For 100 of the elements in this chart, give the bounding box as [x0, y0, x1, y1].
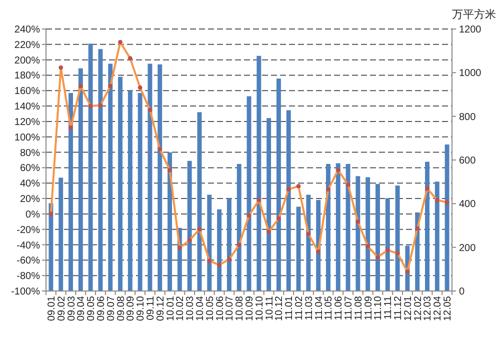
bar: [425, 162, 430, 291]
x-tick-label: 10.08: [234, 296, 246, 322]
x-tick-label: 09.10: [136, 296, 147, 322]
x-tick-label: 09.11: [145, 296, 156, 320]
y-tick-label: 40%: [20, 178, 40, 190]
x-tick-label: 10.10: [254, 296, 266, 322]
bar: [444, 144, 450, 291]
bar: [246, 96, 252, 291]
bar: [306, 194, 311, 291]
bar: [98, 49, 103, 291]
y2-tick-label: 800: [459, 112, 476, 123]
x-tick-label: 10.05: [204, 296, 216, 322]
bar: [236, 164, 242, 291]
y-tick-label: -40%: [16, 240, 40, 252]
y2-tick-label: 0: [459, 286, 465, 298]
bar: [385, 198, 390, 291]
x-tick-label: 11.03: [304, 296, 315, 320]
bar: [286, 110, 291, 291]
x-tick-label: 10.03: [185, 296, 196, 322]
bar: [376, 184, 380, 291]
bar: [226, 198, 232, 291]
y-tick-label: -100%: [11, 286, 40, 298]
x-tick-label: 12.05: [442, 296, 454, 322]
y2-tick-label: 600: [459, 156, 476, 166]
x-tick-label: 09.02: [56, 296, 68, 322]
bar: [168, 152, 172, 291]
bar: [68, 92, 73, 291]
x-tick-label: 10.12: [274, 296, 286, 322]
bar: [158, 64, 162, 291]
x-tick-label: 10.11: [264, 296, 276, 320]
x-tick-label: 10.07: [224, 296, 236, 322]
x-tick-label: 12.01: [402, 296, 414, 322]
y2-axis-title: 万平方米: [452, 8, 496, 21]
x-tick-label: 09.01: [46, 296, 58, 322]
y-tick-label: 100%: [14, 132, 40, 144]
x-tick-label: 09.08: [116, 296, 127, 322]
x-tick-label: 11.10: [373, 296, 384, 320]
x-tick-label: 10.09: [244, 296, 256, 322]
x-tick-label: 09.12: [155, 296, 166, 322]
bar: [197, 112, 202, 291]
y-tick-label: 240%: [14, 24, 40, 36]
x-tick-label: 09.05: [86, 296, 98, 322]
y-tick-label: 180%: [14, 70, 40, 82]
x-tick-label: 09.09: [126, 296, 137, 322]
bar: [108, 64, 113, 291]
x-tick-label: 10.01: [165, 296, 176, 322]
bar: [276, 78, 281, 291]
bar: [148, 64, 152, 291]
x-tick-label: 11.12: [393, 296, 404, 320]
bar: [58, 178, 64, 291]
bar: [336, 163, 340, 291]
y-tick-label: -20%: [16, 224, 40, 236]
x-tick-label: 11.05: [324, 296, 335, 320]
y2-tick-label: 1000: [459, 68, 482, 80]
y2-tick-label: 200: [459, 242, 476, 254]
bar: [366, 177, 370, 291]
y-tick-label: 80%: [20, 148, 40, 159]
x-tick-label: 12.03: [422, 296, 434, 322]
bar: [434, 182, 440, 291]
y2-tick-label: 1200: [459, 24, 482, 36]
y-tick-label: 140%: [14, 102, 40, 113]
bar: [326, 164, 330, 291]
x-tick-label: 11.04: [314, 296, 325, 320]
bar: [118, 76, 122, 291]
x-tick-label: 09.06: [96, 296, 107, 322]
bar: [395, 186, 400, 291]
x-tick-label: 11.09: [363, 296, 374, 320]
x-tick-label: 09.03: [66, 296, 78, 322]
bar: [207, 194, 212, 291]
y-tick-label: 220%: [14, 40, 40, 51]
y-tick-label: 160%: [14, 86, 40, 98]
bar: [78, 68, 83, 291]
x-tick-label: 10.02: [175, 296, 186, 322]
x-tick-label: 12.04: [432, 296, 444, 322]
x-tick-label: 09.07: [106, 296, 117, 322]
bar: [256, 56, 262, 291]
y-tick-label: -60%: [16, 256, 40, 267]
bar: [187, 160, 192, 291]
bar: [128, 90, 132, 291]
y-tick-label: -80%: [16, 271, 40, 282]
x-tick-label: 10.04: [194, 296, 206, 322]
y-tick-label: 20%: [20, 194, 40, 206]
bar: [266, 118, 272, 291]
bar: [346, 164, 350, 291]
x-tick-label: 11.06: [334, 296, 345, 320]
x-tick-label: 11.08: [353, 296, 364, 320]
x-tick-label: 11.02: [294, 296, 306, 320]
bar: [356, 176, 360, 291]
bar: [138, 92, 142, 291]
x-tick-label: 11.01: [284, 296, 296, 320]
x-tick-label: 11.11: [383, 296, 394, 320]
y-tick-label: 0%: [26, 209, 40, 220]
y-tick-label: 120%: [14, 116, 40, 128]
x-tick-label: 09.04: [76, 296, 88, 322]
bar: [48, 203, 54, 291]
bar: [88, 44, 93, 291]
y-tick-label: 60%: [20, 163, 40, 174]
y2-tick-label: 400: [459, 199, 476, 210]
x-tick-label: 12.02: [412, 296, 424, 322]
bar: [217, 209, 222, 291]
